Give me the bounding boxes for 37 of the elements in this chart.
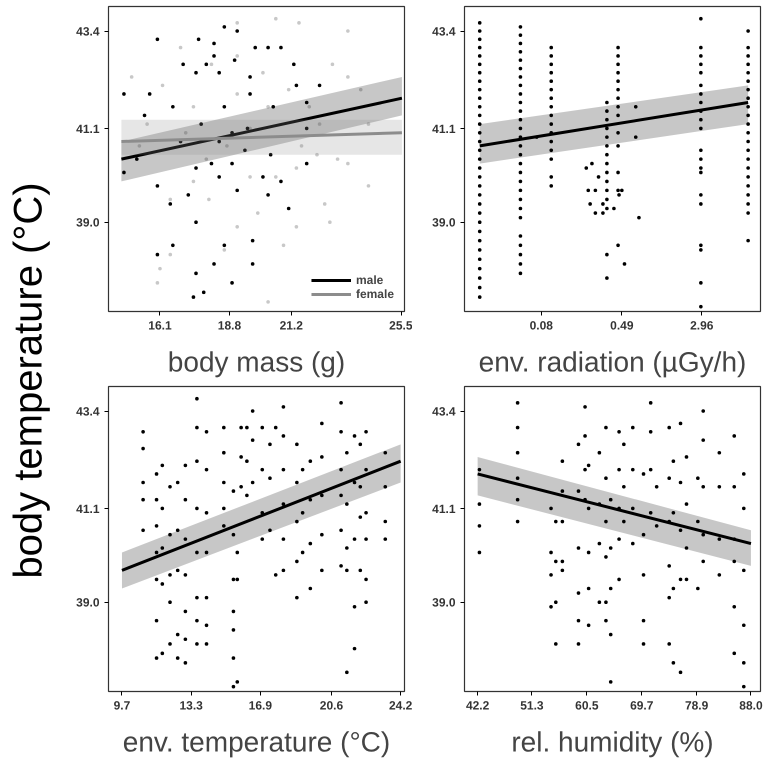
x-tick-label: 16.1: [148, 318, 172, 332]
x-tick-label: 0.08: [530, 318, 554, 332]
x-tick-label: 88.0: [739, 698, 763, 712]
x-tick-label: 78.9: [684, 698, 709, 712]
y-tick-label: 39.0: [432, 216, 456, 230]
x-tick-label: 2.96: [690, 318, 714, 332]
x-tick-label: 21.2: [280, 318, 304, 332]
legend-label: male: [356, 273, 384, 287]
y-tick-label: 41.1: [432, 122, 456, 136]
x-axis-title: env. radiation (µGy/h): [478, 346, 746, 378]
y-tick-label: 43.4: [76, 24, 100, 39]
x-tick-label: 16.9: [248, 698, 272, 712]
x-axis-title: rel. humidity (%): [511, 726, 714, 758]
x-tick-label: 60.5: [575, 698, 599, 712]
y-tick-label: 39.0: [76, 596, 100, 610]
x-tick-label: 13.3: [179, 698, 204, 712]
y-tick-label: 41.1: [76, 122, 100, 136]
x-tick-label: 18.8: [218, 318, 242, 332]
x-axis-title: body mass (g): [168, 346, 346, 378]
y-tick-label: 41.1: [432, 502, 456, 516]
x-tick-label: 20.6: [320, 698, 344, 712]
y-tick-label: 39.0: [432, 596, 456, 610]
x-tick-label: 69.7: [630, 698, 654, 712]
x-tick-label: 42.2: [466, 698, 490, 712]
y-tick-label: 41.1: [76, 502, 100, 516]
x-axis-title: env. temperature (°C): [122, 726, 390, 758]
legend-label: female: [356, 287, 394, 301]
x-tick-label: 24.2: [388, 698, 413, 712]
x-tick-label: 0.49: [610, 318, 634, 332]
y-tick-label: 43.4: [76, 404, 100, 419]
x-tick-label: 51.3: [520, 698, 544, 712]
y-axis-title: body temperature (°C): [6, 182, 50, 579]
y-tick-label: 43.4: [432, 24, 456, 39]
x-tick-label: 9.7: [114, 698, 131, 712]
x-tick-label: 25.5: [389, 318, 413, 332]
y-tick-label: 43.4: [432, 404, 456, 419]
y-tick-label: 39.0: [76, 216, 100, 230]
